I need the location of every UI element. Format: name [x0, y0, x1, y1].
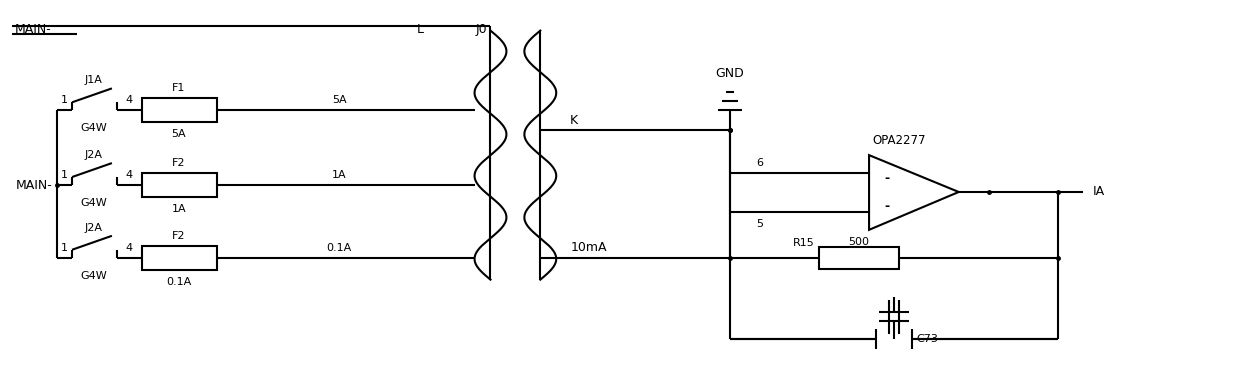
Text: 4: 4	[125, 170, 133, 180]
Text: IA: IA	[1094, 186, 1105, 198]
Text: G4W: G4W	[81, 198, 108, 208]
Text: 5A: 5A	[332, 95, 346, 105]
Text: 4: 4	[125, 243, 133, 253]
Text: J2A: J2A	[86, 223, 103, 233]
Text: R15: R15	[792, 238, 815, 248]
Text: G4W: G4W	[81, 271, 108, 280]
Text: L: L	[417, 23, 424, 36]
Text: 10mA: 10mA	[570, 241, 606, 254]
Bar	[141, 246, 217, 270]
Text: 1: 1	[61, 243, 68, 253]
Text: 1A: 1A	[171, 204, 186, 214]
Bar	[141, 98, 217, 122]
Text: F2: F2	[172, 158, 186, 168]
Text: 1: 1	[61, 170, 68, 180]
Text: 500: 500	[848, 237, 869, 247]
Text: 0.1A: 0.1A	[326, 243, 352, 253]
Text: 1A: 1A	[332, 170, 346, 180]
Text: 5: 5	[756, 219, 763, 229]
Text: G4W: G4W	[81, 123, 108, 133]
Text: -: -	[884, 171, 889, 184]
Text: K: K	[570, 114, 578, 127]
Text: J0: J0	[476, 23, 487, 36]
Text: MAIN-: MAIN-	[15, 178, 52, 191]
Text: -: -	[884, 200, 889, 213]
Bar	[820, 247, 899, 269]
Text: OPA2277: OPA2277	[872, 134, 926, 147]
Text: J2A: J2A	[86, 150, 103, 160]
Text: 5A: 5A	[171, 129, 186, 139]
Text: F2: F2	[172, 231, 186, 241]
Text: C73: C73	[916, 334, 937, 344]
Text: GND: GND	[715, 67, 744, 80]
Text: MAIN-: MAIN-	[15, 23, 51, 36]
Text: 4: 4	[125, 95, 133, 105]
Text: F1: F1	[172, 83, 185, 93]
Text: 1: 1	[61, 95, 68, 105]
Text: 6: 6	[756, 158, 763, 168]
Text: J1A: J1A	[86, 75, 103, 85]
Bar	[141, 173, 217, 197]
Text: 0.1A: 0.1A	[166, 277, 191, 287]
